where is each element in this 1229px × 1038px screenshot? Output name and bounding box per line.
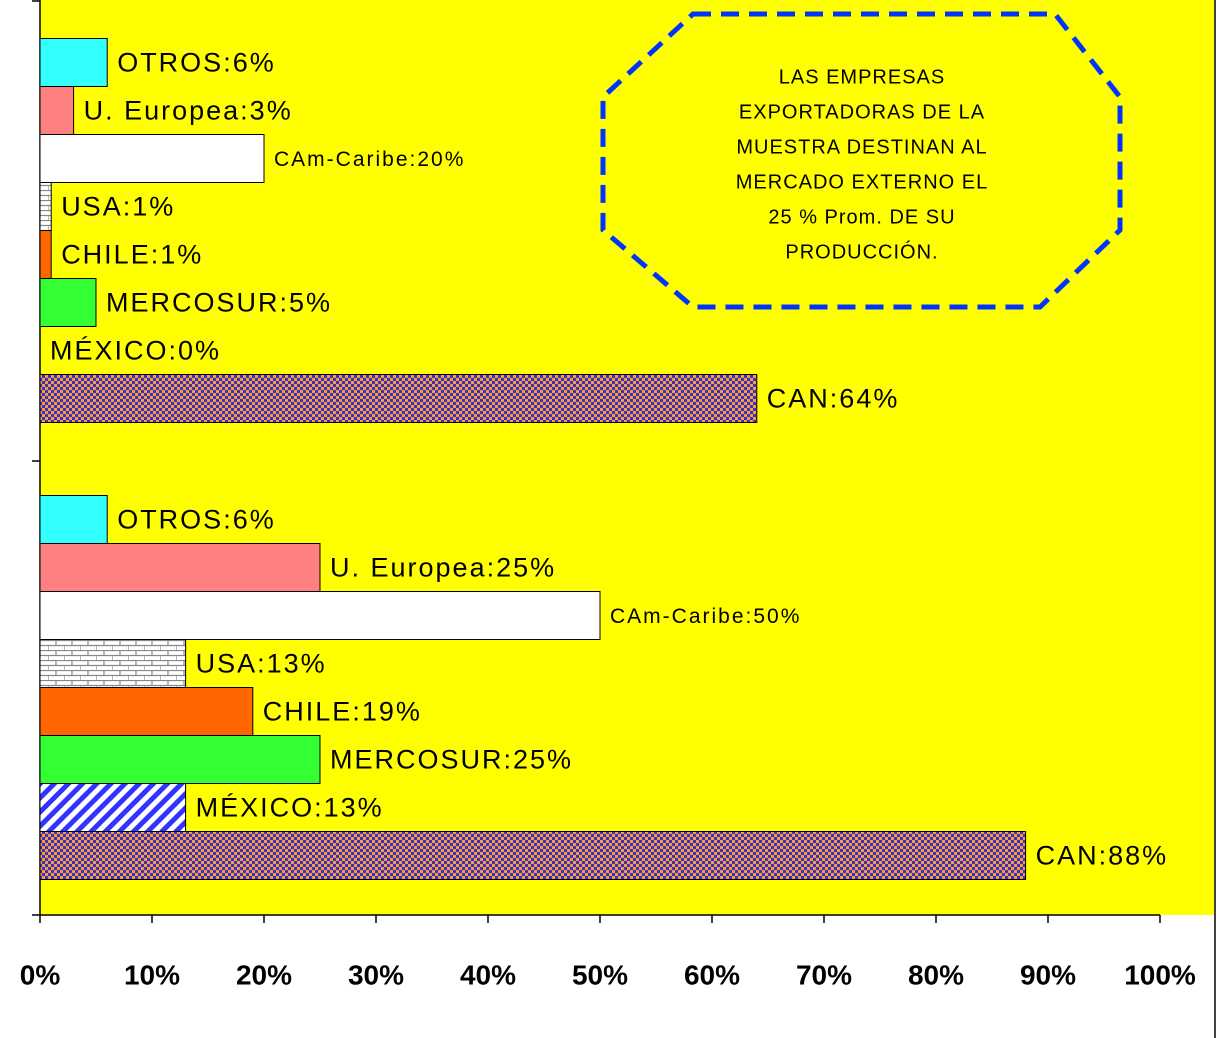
value-label: CAm-Caribe:50% [610, 605, 801, 628]
bar [39, 495, 108, 544]
bar [39, 278, 97, 327]
bar [39, 134, 265, 183]
bar [39, 687, 254, 736]
value-label: CAN:88% [1036, 841, 1169, 871]
x-tick-label: 50% [572, 959, 628, 990]
x-tick-label: 60% [684, 959, 740, 990]
annotation-line: MERCADO EXTERNO EL [736, 171, 988, 193]
value-label: USA:1% [61, 192, 175, 222]
bar [39, 543, 321, 592]
x-tick-label: 90% [1020, 959, 1076, 990]
value-label: CHILE:19% [263, 697, 422, 727]
bar [39, 735, 321, 784]
x-tick-label: 10% [124, 959, 180, 990]
bar [39, 591, 601, 640]
bar [39, 831, 1027, 880]
annotation-line: LAS EMPRESAS [779, 66, 946, 88]
bar [39, 639, 187, 688]
value-label: USA:13% [196, 649, 327, 679]
value-label: CAm-Caribe:20% [274, 148, 465, 171]
value-label: MERCOSUR:25% [330, 745, 573, 775]
annotation-box [600, 11, 1123, 310]
annotation-line: EXPORTADORAS DE LA [739, 101, 985, 123]
bar [39, 374, 758, 423]
value-label: CHILE:1% [61, 240, 203, 270]
annotation-line: MUESTRA DESTINAN AL [736, 136, 987, 158]
x-tick-label: 70% [796, 959, 852, 990]
value-label: CAN:64% [767, 384, 900, 414]
bar [39, 38, 108, 87]
x-tick-label: 30% [348, 959, 404, 990]
x-tick-label: 20% [236, 959, 292, 990]
x-tick-label: 100% [1124, 959, 1196, 990]
value-label: U. Europea:3% [84, 96, 293, 126]
value-label: U. Europea:25% [330, 553, 556, 583]
bar [39, 783, 187, 832]
value-label: OTROS:6% [117, 505, 276, 535]
bar [39, 86, 75, 135]
x-tick-label: 80% [908, 959, 964, 990]
annotation-line: PRODUCCIÓN. [785, 240, 938, 263]
value-label: MÉXICO:0% [50, 336, 221, 366]
value-label: OTROS:6% [117, 48, 276, 78]
bar [39, 182, 52, 231]
x-tick-label: 40% [460, 959, 516, 990]
value-label: MERCOSUR:5% [106, 288, 332, 318]
annotation-line: 25 % Prom. DE SU [768, 206, 955, 228]
bar [39, 230, 52, 279]
x-tick-label: 0% [20, 959, 61, 990]
value-label: MÉXICO:13% [196, 793, 384, 823]
